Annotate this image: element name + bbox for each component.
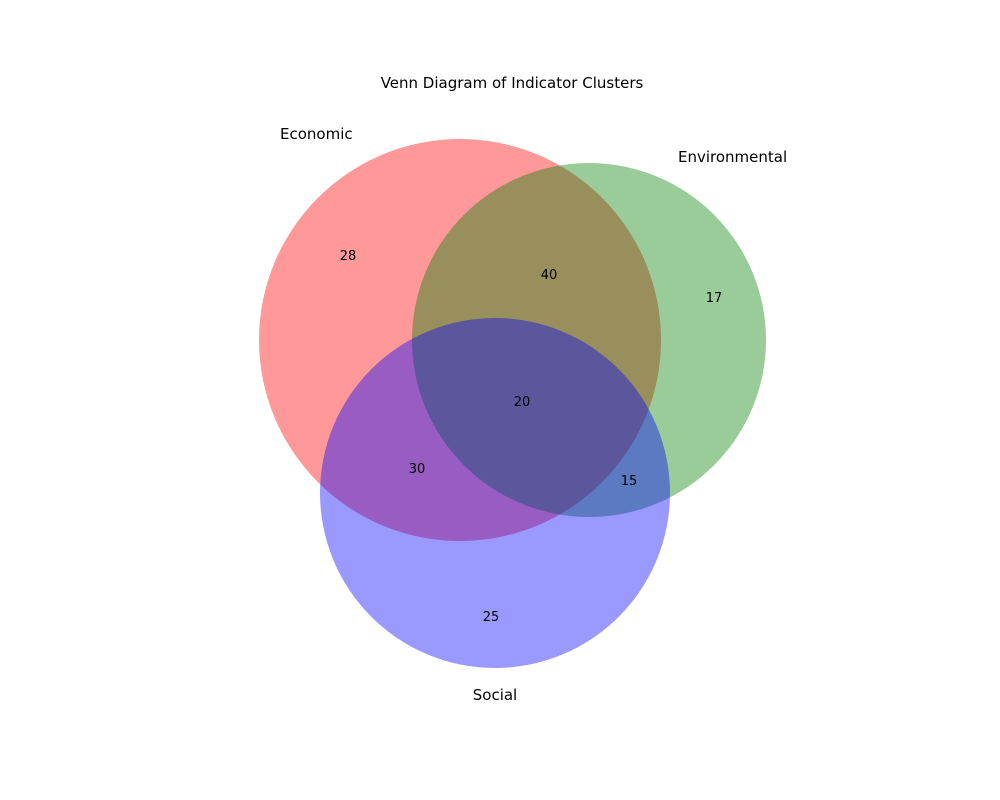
environmental-social-count: 15 [621,474,638,489]
economic-circle [259,139,661,541]
chart-title: Venn Diagram of Indicator Clusters [381,74,644,92]
economic-environmental-count: 40 [541,268,558,283]
region-labels: 28 17 25 40 30 15 20 [340,249,723,625]
set-circles [259,139,766,668]
environmental-circle [412,163,766,517]
economic-only-count: 28 [340,249,357,264]
environmental-set-label: Environmental [678,148,787,166]
social-set-label: Social [473,686,517,704]
environmental-only-count: 17 [706,291,723,306]
social-only-count: 25 [483,610,500,625]
social-circle [320,318,670,668]
economic-set-label: Economic [280,125,353,143]
economic-social-count: 30 [409,462,426,477]
set-labels: Economic Environmental Social [280,125,787,704]
all-three-count: 20 [514,395,531,410]
